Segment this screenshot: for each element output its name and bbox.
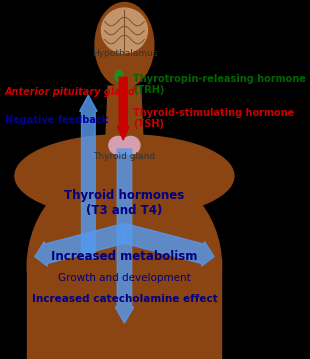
Text: Anterior pituitary gland: Anterior pituitary gland (5, 87, 136, 97)
FancyArrow shape (35, 224, 126, 266)
Text: Thyrotropin-releasing hormone
(TRH): Thyrotropin-releasing hormone (TRH) (133, 74, 306, 95)
Text: Thyroid-stimulating hormone
(TSH): Thyroid-stimulating hormone (TSH) (133, 108, 294, 129)
Text: Growth and development: Growth and development (58, 273, 191, 283)
Text: Hypothalamus: Hypothalamus (92, 48, 157, 58)
Circle shape (115, 70, 123, 82)
Ellipse shape (101, 8, 148, 53)
Text: Negative feedback: Negative feedback (5, 115, 108, 125)
Ellipse shape (109, 136, 127, 154)
FancyArrow shape (115, 149, 134, 323)
FancyBboxPatch shape (27, 258, 221, 359)
Text: Thyroid hormones
(T3 and T4): Thyroid hormones (T3 and T4) (64, 189, 184, 217)
Polygon shape (106, 86, 143, 144)
FancyArrow shape (123, 224, 214, 266)
Text: Increased catecholamine effect: Increased catecholamine effect (32, 294, 217, 304)
FancyArrow shape (80, 95, 97, 258)
Text: Thyroid gland: Thyroid gland (93, 151, 156, 161)
Ellipse shape (15, 135, 234, 217)
Ellipse shape (27, 165, 221, 359)
Circle shape (95, 3, 154, 87)
Text: Increased metabolism: Increased metabolism (51, 250, 197, 263)
Ellipse shape (121, 136, 140, 154)
FancyArrow shape (117, 77, 129, 140)
